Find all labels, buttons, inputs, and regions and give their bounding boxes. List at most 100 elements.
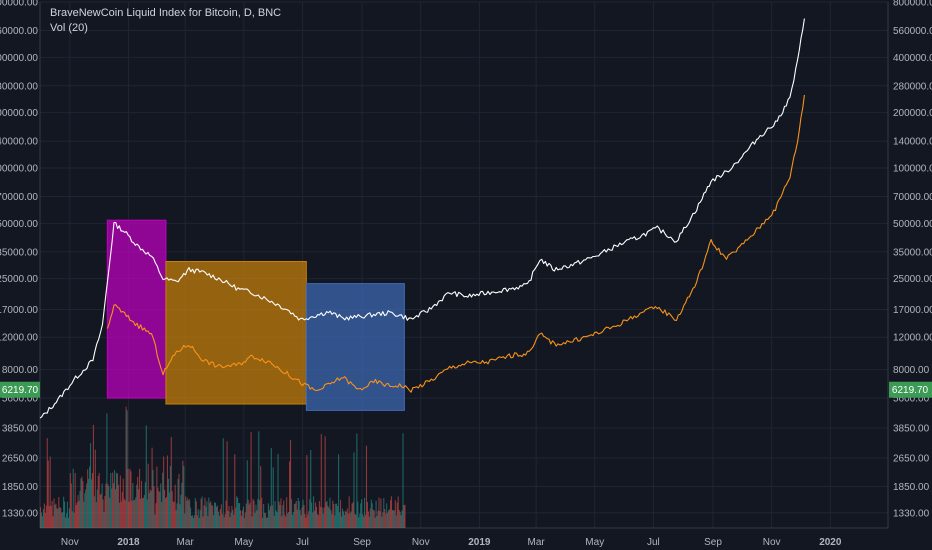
volume-bar: [58, 496, 60, 528]
volume-bar: [286, 497, 288, 528]
volume-bar: [131, 500, 133, 528]
volume-bar: [363, 516, 365, 528]
volume-bar: [154, 514, 156, 528]
volume-bar: [385, 513, 387, 528]
volume-bar: [150, 491, 152, 528]
volume-bar: [259, 500, 261, 528]
volume-bar: [165, 497, 168, 528]
volume-bar: [312, 512, 314, 528]
y-tick-label-left: 560000.00: [0, 26, 38, 37]
y-tick-label-left: 100000.00: [0, 163, 38, 174]
volume-bar: [199, 510, 201, 528]
volume-bar: [390, 496, 393, 528]
volume-bar: [291, 514, 294, 528]
volume-bar: [342, 511, 344, 528]
volume-bar: [119, 475, 121, 528]
volume-bar: [263, 504, 265, 528]
volume-bar: [127, 468, 129, 528]
volume-bar: [197, 509, 199, 528]
volume-bar: [139, 498, 142, 528]
volume-bar: [117, 484, 119, 528]
volume-bar: [129, 468, 131, 528]
volume-bar: [328, 507, 330, 528]
volume-bar: [51, 500, 53, 528]
volume-bar: [64, 517, 67, 528]
volume-bar: [255, 504, 257, 528]
volume-bar: [168, 492, 170, 528]
volume-bar: [238, 503, 240, 528]
volume-bar: [222, 438, 224, 528]
volume-bar: [379, 511, 381, 528]
y-tick-label-right: 200000.00: [893, 108, 932, 119]
volume-bar: [87, 469, 89, 528]
volume-bar: [361, 499, 363, 528]
volume-bar: [189, 499, 191, 528]
highlight-zone: [305, 283, 405, 411]
volume-bar: [57, 508, 59, 528]
volume-bar: [59, 507, 61, 528]
volume-bar: [54, 504, 56, 528]
volume-bar: [332, 500, 334, 528]
y-tick-label-left: 200000.00: [0, 108, 38, 119]
volume-bar: [114, 470, 116, 528]
volume-bar: [369, 508, 371, 528]
volume-bar: [196, 515, 198, 528]
volume-bar: [326, 501, 328, 528]
volume-bar: [167, 478, 169, 528]
volume-bar: [141, 498, 144, 528]
volume-bar: [273, 515, 275, 528]
volume-bar: [201, 496, 203, 528]
volume-bar: [364, 514, 367, 528]
price-line-series: [39, 18, 805, 419]
volume-bar: [90, 479, 93, 528]
volume-bar: [223, 517, 225, 528]
x-tick-label: May: [234, 537, 253, 548]
indicator-label[interactable]: Vol (20): [50, 22, 88, 34]
volume-bar: [183, 466, 185, 528]
volume-bar: [335, 503, 337, 528]
symbol-title[interactable]: BraveNewCoin Liquid Index for Bitcoin, D…: [50, 7, 282, 19]
volume-bar: [99, 495, 101, 528]
volume-bar: [262, 517, 264, 528]
chart-legend: BraveNewCoin Liquid Index for Bitcoin, D…: [50, 6, 281, 36]
volume-bar: [306, 455, 308, 528]
price-markers: 6219.70 6219.70: [0, 381, 932, 398]
volume-bar: [283, 500, 285, 528]
volume-bar: [84, 493, 86, 528]
x-tick-label: Mar: [177, 537, 195, 548]
volume-bar: [43, 503, 45, 528]
volume-bar: [389, 509, 391, 528]
volume-bar: [359, 513, 361, 528]
volume-bar: [224, 514, 226, 528]
volume-bar: [174, 484, 176, 528]
volume-bar: [143, 494, 145, 528]
volume-bar: [334, 515, 336, 528]
volume-bar: [109, 497, 111, 528]
volume-bar: [92, 424, 94, 528]
volume-bar: [271, 505, 273, 528]
volume-bar: [316, 513, 318, 528]
volume-bar: [112, 472, 114, 528]
volume-bar: [327, 505, 329, 528]
volume-bar: [72, 468, 74, 528]
volume-bar: [324, 436, 326, 528]
volume-bar: [389, 500, 392, 528]
volume-bar: [128, 501, 130, 528]
volume-bar: [397, 496, 399, 528]
volume-bar: [229, 516, 231, 528]
volume-bar: [353, 452, 355, 528]
volume-bar: [205, 506, 207, 528]
volume-bar: [321, 507, 323, 528]
volume-bar: [276, 512, 278, 528]
volume-bar: [228, 506, 230, 528]
volume-bar: [175, 510, 177, 528]
y-tick-label-left: 25000.00: [0, 274, 38, 285]
volume-bar: [207, 515, 209, 528]
volume-bar: [333, 503, 335, 528]
volume-bar: [292, 512, 294, 528]
x-tick-label: Nov: [61, 537, 79, 548]
volume-bar: [288, 511, 290, 528]
volume-bar: [137, 476, 139, 528]
volume-bar: [180, 494, 182, 528]
